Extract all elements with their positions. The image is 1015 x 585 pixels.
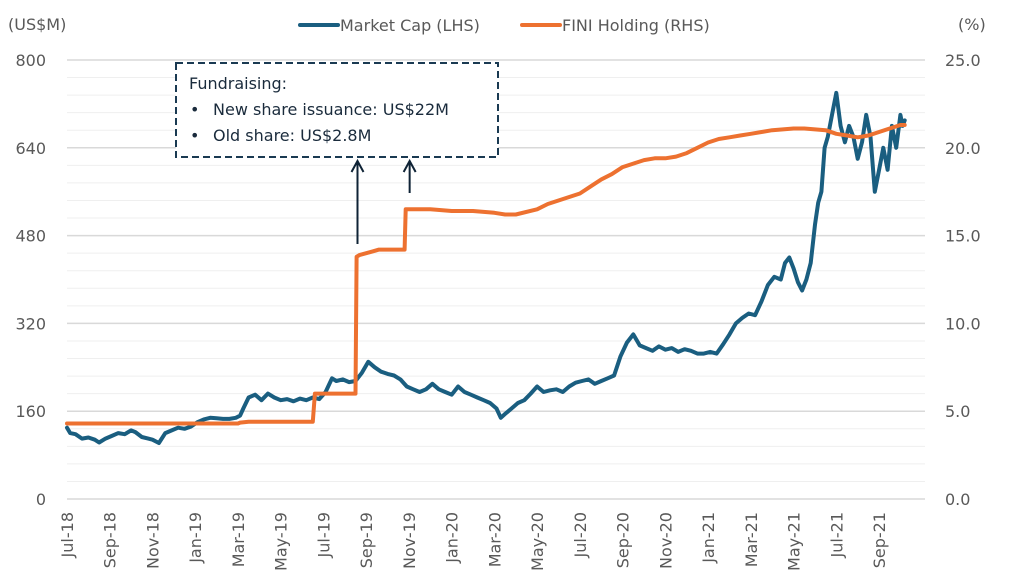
annotation-bullet-2: Old share: US$2.8M	[213, 126, 371, 145]
annotation-bullet-1: New share issuance: US$22M	[213, 100, 449, 119]
right-axis-unit-label: (%)	[958, 15, 986, 34]
right-tick-label: 0.0	[945, 490, 970, 509]
x-axis-ticks: Jul-18 Sep-18 Nov-18 Jan-19 Mar-19 May-19 Jul-…	[58, 512, 889, 571]
x-tick-label: Jul-20	[571, 512, 590, 558]
market-cap-line	[65, 90, 907, 445]
left-tick-label: 0	[36, 490, 46, 509]
up-arrow-icon	[402, 158, 417, 193]
x-tick-label: Jan-19	[186, 512, 205, 564]
annotation-arrows	[350, 158, 417, 244]
fundraising-annotation: Fundraising: • New share issuance: US$22…	[175, 62, 499, 244]
x-tick-label: Sep-18	[101, 512, 120, 568]
x-tick-label: Jan-20	[443, 512, 462, 564]
annotation-title: Fundraising:	[189, 74, 287, 93]
annotation-bullet-2-glyph: •	[190, 126, 199, 145]
x-tick-label: Jul-19	[314, 512, 333, 558]
x-tick-label: Jan-21	[699, 512, 718, 564]
x-tick-label: Sep-21	[870, 512, 889, 568]
left-tick-label: 480	[15, 227, 46, 246]
x-tick-label: Mar-19	[229, 512, 248, 567]
left-tick-label: 800	[15, 51, 46, 70]
left-tick-label: 640	[15, 139, 46, 158]
legend: Market Cap (LHS) FINI Holding (RHS)	[298, 16, 710, 35]
fini-holding-line	[65, 123, 907, 426]
x-tick-label: May-19	[272, 512, 291, 571]
x-tick-label: Mar-21	[742, 512, 761, 567]
left-tick-label: 160	[15, 402, 46, 421]
right-axis-ticks: 0.0 5.0 10.0 15.0 20.0 25.0	[945, 51, 981, 509]
legend-item-fini-holding[interactable]: FINI Holding (RHS)	[520, 16, 710, 35]
annotation-bullet-1-glyph: •	[190, 100, 199, 119]
right-tick-label: 10.0	[945, 314, 981, 333]
x-tick-label: Sep-19	[357, 512, 376, 568]
left-axis-unit-label: (US$M)	[8, 15, 66, 34]
x-tick-label: Nov-20	[656, 512, 675, 569]
x-tick-label: Sep-20	[614, 512, 633, 568]
left-tick-label: 320	[15, 314, 46, 333]
right-tick-label: 15.0	[945, 227, 981, 246]
legend-label-fini-holding: FINI Holding (RHS)	[562, 16, 710, 35]
x-tick-label: Jul-18	[58, 512, 77, 558]
up-arrow-icon	[350, 158, 365, 244]
series-layer	[65, 90, 907, 445]
x-tick-label: Mar-20	[485, 512, 504, 567]
annotation-box	[175, 62, 499, 158]
legend-label-market-cap: Market Cap (LHS)	[340, 16, 480, 35]
x-tick-label: Nov-18	[143, 512, 162, 569]
x-tick-label: May-21	[785, 512, 804, 571]
left-axis-ticks: 0 160 320 480 640 800	[15, 51, 46, 509]
right-tick-label: 5.0	[945, 402, 970, 421]
right-tick-label: 25.0	[945, 51, 981, 70]
legend-item-market-cap[interactable]: Market Cap (LHS)	[298, 16, 480, 35]
x-tick-label: Jul-21	[827, 512, 846, 558]
x-tick-label: May-20	[528, 512, 547, 571]
right-tick-label: 20.0	[945, 139, 981, 158]
x-tick-label: Nov-19	[400, 512, 419, 569]
